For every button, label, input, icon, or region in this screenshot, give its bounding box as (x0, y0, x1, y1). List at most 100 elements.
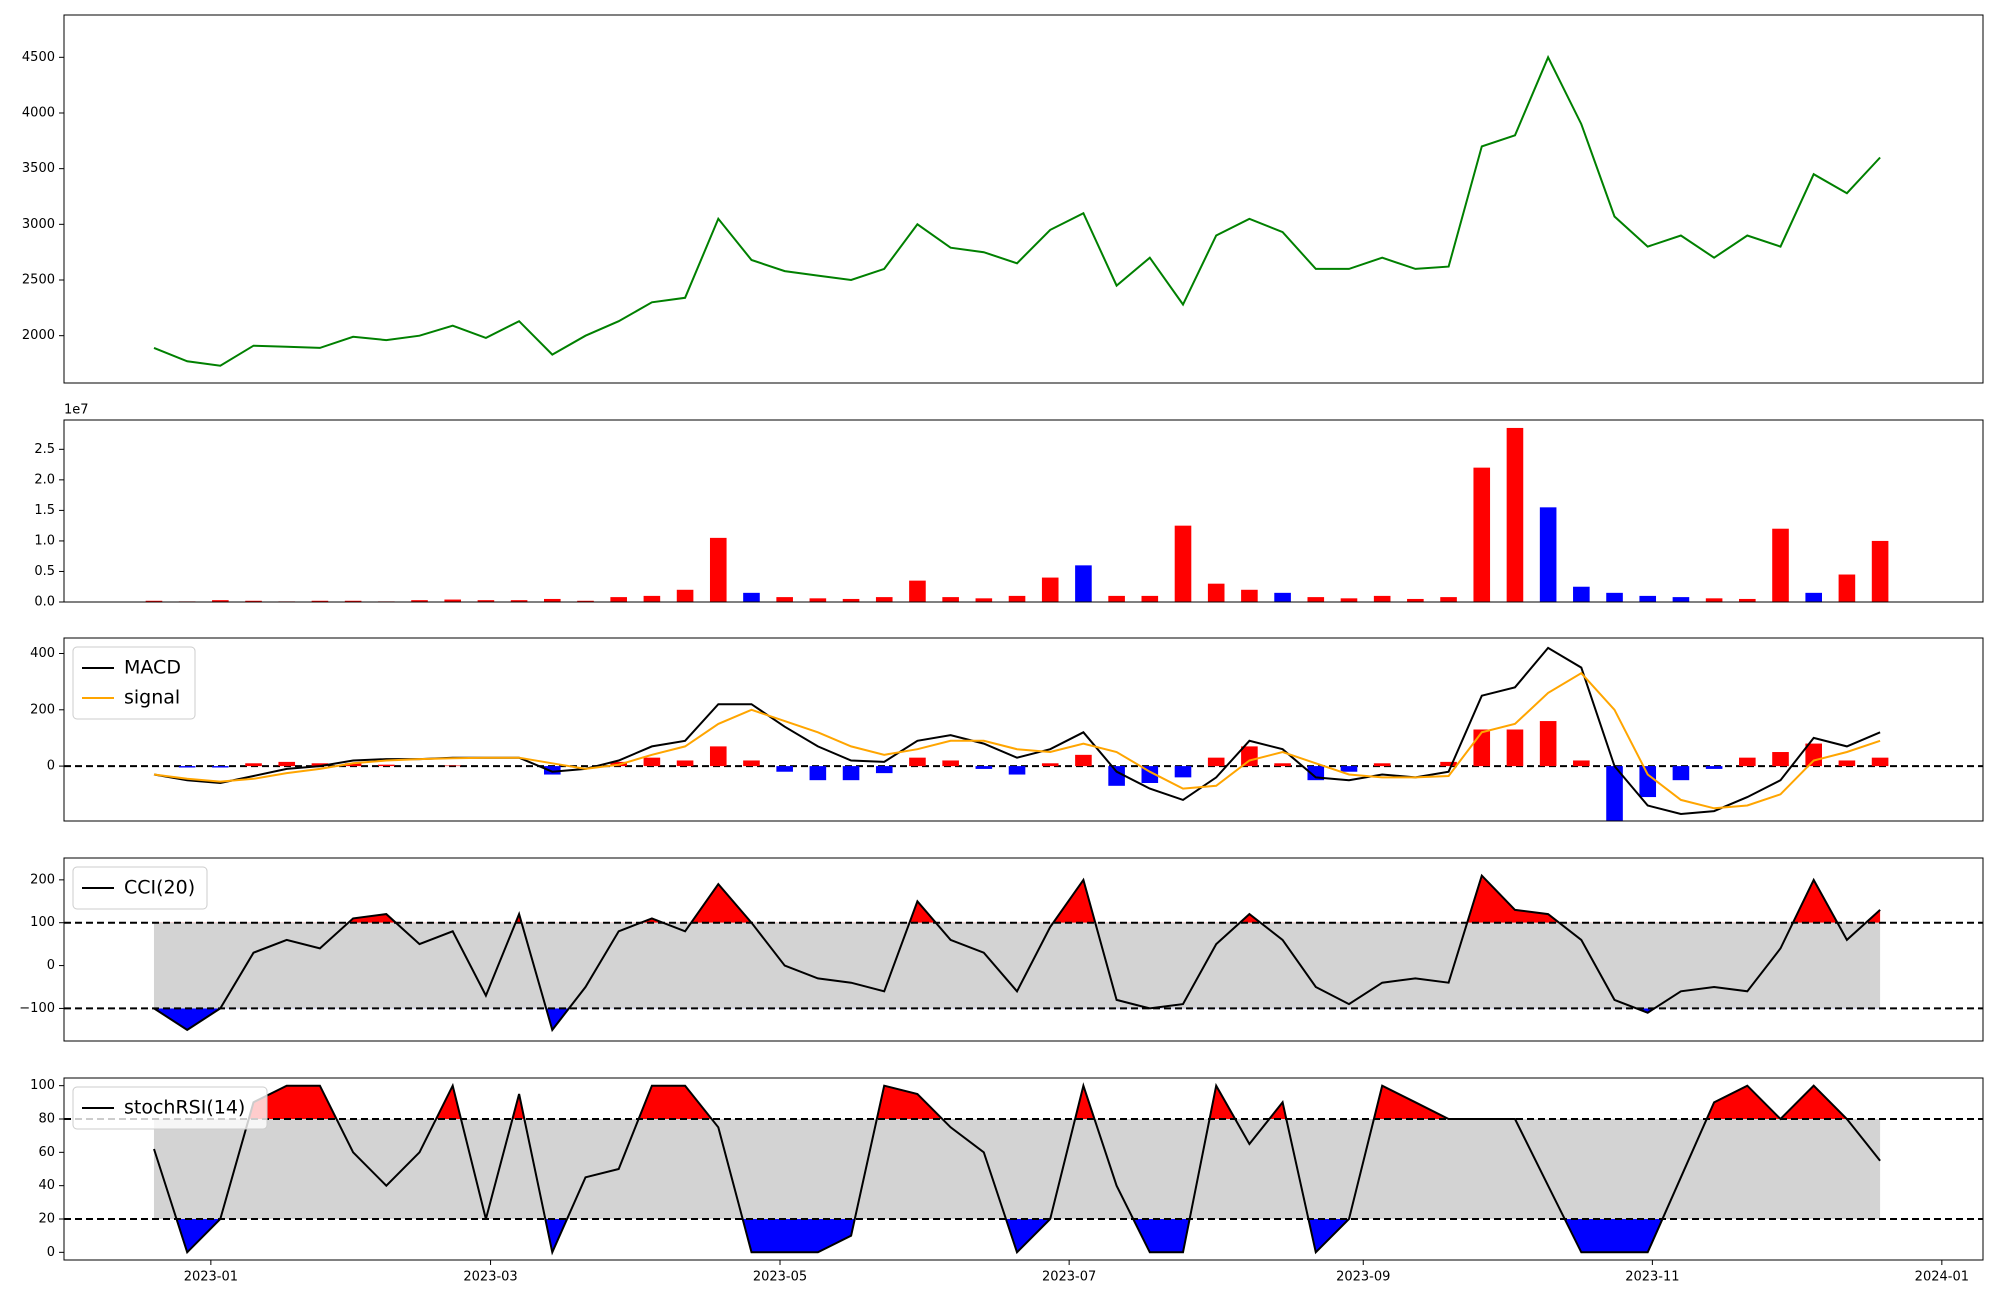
x-tick-label: 2024-01 (1915, 1270, 1969, 1285)
volume-bar (1473, 467, 1491, 602)
panel (153, 54, 1881, 367)
histogram-bar (543, 766, 561, 775)
volume-bar (1440, 597, 1457, 602)
volume-bar (610, 597, 627, 602)
y-tick-label: −100 (19, 1001, 55, 1016)
histogram-bar (1041, 763, 1059, 767)
volume-bar (212, 600, 229, 602)
legend: CCI(20) (72, 866, 208, 910)
y-tick-label: 0 (47, 759, 55, 774)
legend: stochRSI(14) (72, 1086, 268, 1130)
volume-bar (1739, 598, 1756, 602)
volume-bar (1871, 540, 1889, 602)
volume-bar (909, 580, 926, 602)
volume-bar (543, 598, 561, 602)
histogram-bar (1008, 766, 1026, 775)
volume-bar (344, 600, 362, 602)
volume-bar (1174, 525, 1192, 602)
band-fill (153, 922, 1881, 1009)
histogram-bar (212, 766, 229, 768)
volume-bar (577, 600, 594, 602)
volume-bar (942, 597, 959, 602)
histogram-bar (1340, 766, 1358, 772)
y-tick-label: 3500 (22, 161, 55, 176)
volume-bar (875, 597, 893, 602)
histogram-bar (942, 760, 959, 767)
y-tick-label: 1.0 (34, 533, 55, 548)
histogram-bar (1739, 757, 1756, 767)
histogram-bar (643, 757, 661, 767)
y-tick-label: 3000 (22, 217, 55, 232)
volume-bar (1274, 592, 1291, 602)
axes-frame (63, 637, 1984, 822)
histogram-bar (1174, 766, 1192, 778)
histogram-bar (1506, 729, 1524, 767)
histogram-bar (875, 766, 893, 774)
y-tick-label: 100 (30, 1078, 55, 1093)
y-tick-label: 2.5 (34, 442, 55, 457)
histogram-bar (344, 763, 362, 767)
y-tick-label: 20 (38, 1212, 55, 1227)
volume-bar (1241, 589, 1258, 602)
histogram-bar (311, 763, 329, 767)
histogram-bar (278, 761, 296, 767)
volume-bar (776, 597, 793, 602)
line-series (153, 671, 1881, 810)
histogram-bar (842, 766, 860, 781)
histogram-bar (1672, 766, 1690, 781)
y-tick-label: 1.5 (34, 503, 55, 518)
volume-bar (1407, 598, 1424, 602)
volume-bar (245, 600, 262, 602)
line-series (153, 54, 1881, 367)
volume-bar (1340, 598, 1358, 602)
histogram-bar (1805, 743, 1823, 767)
histogram-bar (1075, 754, 1092, 767)
volume-bar (1108, 595, 1125, 602)
x-tick-label: 2023-03 (463, 1270, 517, 1285)
x-tick-label: 2023-09 (1336, 1270, 1390, 1285)
volume-bar (1606, 592, 1623, 602)
histogram-bar (1307, 766, 1325, 781)
histogram-bar (1639, 766, 1657, 798)
volume-bar (1639, 595, 1657, 602)
histogram-bar (444, 765, 462, 767)
volume-bar (1075, 565, 1092, 602)
y-tick-label: 400 (30, 646, 55, 661)
volume-bar (1008, 595, 1026, 602)
volume-bar (1041, 577, 1059, 602)
volume-bar (444, 599, 462, 602)
histogram-bar (245, 763, 262, 767)
volume-bar (643, 595, 661, 602)
y-tick-label: 0.5 (34, 564, 55, 579)
legend-box (72, 646, 196, 720)
volume-bar (1506, 427, 1524, 602)
x-tick-label: 2023-05 (753, 1270, 807, 1285)
volume-bar (842, 598, 860, 602)
histogram-bar (1539, 721, 1557, 767)
histogram-bar (1573, 760, 1590, 767)
y-tick-label: 4000 (22, 105, 55, 120)
histogram-bar (178, 766, 196, 768)
y-tick-label: 4500 (22, 50, 55, 65)
legend-label: MACD (124, 657, 181, 679)
volume-bar (1838, 574, 1856, 602)
histogram-bar (1606, 766, 1623, 821)
threshold-fill (153, 1085, 1881, 1119)
panel (64, 646, 1983, 821)
y-tick-label: 100 (30, 915, 55, 930)
legend: MACD signal (72, 646, 196, 720)
histogram-bar (776, 766, 793, 772)
axes-frame (63, 857, 1984, 1042)
legend-label: signal (124, 687, 180, 709)
volume-bar (1805, 592, 1823, 602)
histogram-bar (1473, 729, 1491, 767)
volume-bar (809, 598, 827, 602)
legend-box (72, 866, 208, 910)
legend-label: stochRSI(14) (124, 1097, 245, 1119)
histogram-bar (1871, 757, 1889, 767)
volume-bar (709, 537, 727, 602)
histogram-bar (378, 764, 395, 767)
y-tick-label: 0.0 (34, 595, 55, 610)
histogram-bar (1705, 766, 1723, 769)
threshold-fill (153, 1219, 1881, 1253)
